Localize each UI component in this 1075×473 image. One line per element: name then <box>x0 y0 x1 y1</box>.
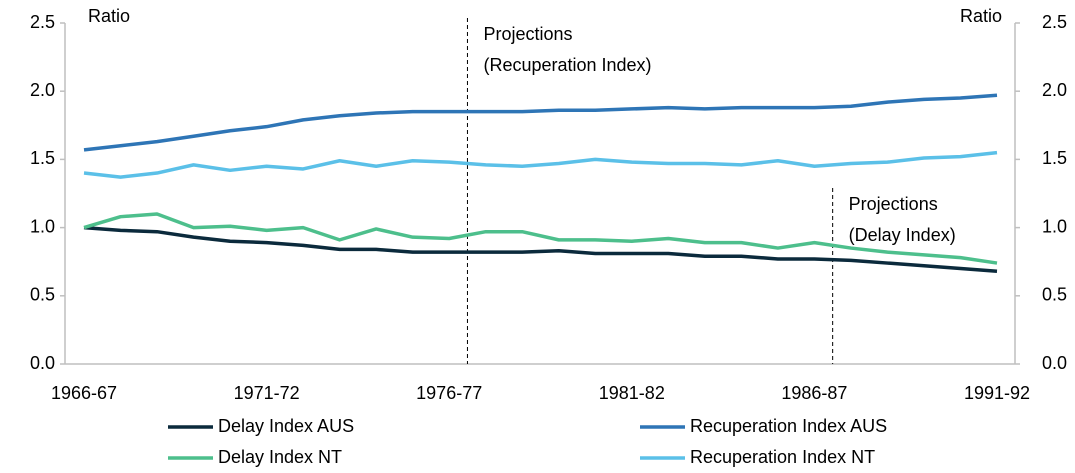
annotation-text: (Delay Index) <box>849 225 956 245</box>
annotation-text: Projections <box>483 24 572 44</box>
y-axis-label: Ratio <box>88 6 130 26</box>
y-tick-label: 0.0 <box>30 353 55 373</box>
y2-tick-label: 2.0 <box>1042 80 1067 100</box>
series-line <box>83 93 998 152</box>
y2-tick-label: 1.5 <box>1042 148 1067 168</box>
series-line <box>83 150 998 179</box>
legend-label: Recuperation Index AUS <box>690 416 887 436</box>
series-line <box>83 212 998 265</box>
x-tick-label: 1971-72 <box>234 383 300 403</box>
x-tick-label: 1991-92 <box>964 383 1030 403</box>
legend-label: Delay Index NT <box>218 447 342 467</box>
series-line <box>83 225 998 273</box>
x-tick-label: 1981-82 <box>599 383 665 403</box>
y2-axis-label: Ratio <box>960 6 1002 26</box>
x-tick-label: 1986-87 <box>781 383 847 403</box>
x-tick-label: 1966-67 <box>51 383 117 403</box>
y2-tick-label: 2.5 <box>1042 12 1067 32</box>
y2-tick-label: 0.5 <box>1042 285 1067 305</box>
y-tick-label: 1.0 <box>30 216 55 236</box>
y-tick-label: 1.5 <box>30 148 55 168</box>
annotation-text: (Recuperation Index) <box>483 55 651 75</box>
y2-tick-label: 1.0 <box>1042 216 1067 236</box>
y-tick-label: 2.5 <box>30 12 55 32</box>
y2-tick-label: 0.0 <box>1042 353 1067 373</box>
y-tick-label: 2.0 <box>30 80 55 100</box>
legend-label: Delay Index AUS <box>218 416 354 436</box>
legend-label: Recuperation Index NT <box>690 447 875 467</box>
annotation-text: Projections <box>849 194 938 214</box>
y-tick-label: 0.5 <box>30 285 55 305</box>
x-tick-label: 1976-77 <box>416 383 482 403</box>
